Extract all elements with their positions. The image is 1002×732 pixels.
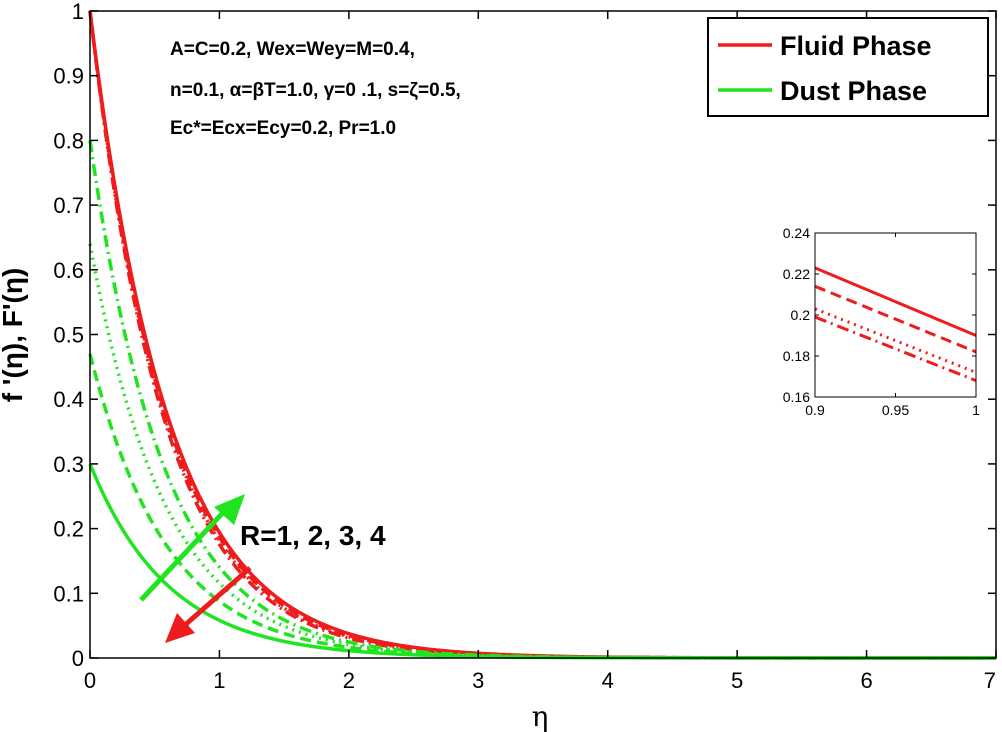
y-axis-label: f '(η), F'(η) xyxy=(0,268,28,403)
fluid-trend-arrowhead xyxy=(165,613,195,643)
y-tick-label: 0.5 xyxy=(53,323,84,348)
r-annotation: R=1, 2, 3, 4 xyxy=(139,494,386,643)
inset-curve-2 xyxy=(814,284,977,354)
inset-y-tick-label: 0.22 xyxy=(783,266,810,282)
x-tick-label: 0 xyxy=(84,668,96,693)
legend: Fluid Phase Dust Phase xyxy=(707,17,989,117)
y-tick-label: 0.3 xyxy=(53,452,84,477)
x-tick-label: 1 xyxy=(213,668,225,693)
dust-curve-1 xyxy=(88,463,996,660)
inset-y-tick-label: 0.16 xyxy=(783,389,810,405)
fluid-trend-arrow xyxy=(175,566,252,634)
inset-plot: 0.9 0.95 1 0.16 0.18 0.2 0.22 0.24 xyxy=(783,225,980,418)
legend-label-fluid: Fluid Phase xyxy=(780,31,932,61)
y-tick-label: 0.8 xyxy=(53,128,84,153)
y-tick-label: 0 xyxy=(72,646,84,671)
inset-x-tick-label: 1 xyxy=(972,402,980,418)
inset-y-tick-label: 0.18 xyxy=(783,348,810,364)
dust-trend-arrowhead xyxy=(214,494,245,525)
inset-y-tick-label: 0.24 xyxy=(783,225,810,241)
parameter-line-1: A=C=0.2, Wex=Wey=M=0.4, xyxy=(170,39,415,60)
inset-y-tick-label: 0.2 xyxy=(791,307,811,323)
y-tick-label: 0.7 xyxy=(53,193,84,218)
x-tick-label: 6 xyxy=(860,668,872,693)
y-tick-label: 0.2 xyxy=(53,517,84,542)
parameter-line-2: n=0.1, α=βT=1.0, γ=0 .1, s=ζ=0.5, xyxy=(170,80,461,101)
y-tick-label: 0.9 xyxy=(53,64,84,89)
y-tick-label: 1 xyxy=(72,0,84,24)
x-axis-label: η xyxy=(532,700,549,732)
x-tick-label: 2 xyxy=(343,668,355,693)
x-tick-label: 7 xyxy=(984,668,996,693)
dust-curve-4 xyxy=(88,140,996,660)
main-axes: 0 1 2 3 4 5 6 7 0 0.1 0.2 0.3 0.4 0.5 0.6 0.7 0.8 0.9 1 xyxy=(53,0,997,693)
r-values-label: R=1, 2, 3, 4 xyxy=(240,520,386,551)
inset-curve-3 xyxy=(814,307,977,374)
y-tick-label: 0.4 xyxy=(53,387,84,412)
legend-label-dust: Dust Phase xyxy=(780,76,927,106)
legend-box xyxy=(707,17,989,117)
inset-x-tick-label: 0.9 xyxy=(805,402,825,418)
parameter-line-3: Ec*=Ecx=Ecy=0.2, Pr=1.0 xyxy=(170,118,396,139)
y-tick-label: 0.1 xyxy=(53,581,84,606)
x-tick-label: 4 xyxy=(602,668,614,693)
inset-curve-4 xyxy=(814,315,977,382)
parameter-annotation: A=C=0.2, Wex=Wey=M=0.4, n=0.1, α=βT=1.0,… xyxy=(170,39,461,139)
y-tick-label: 0.6 xyxy=(53,258,84,283)
x-tick-label: 5 xyxy=(731,668,743,693)
inset-x-tick-label: 0.95 xyxy=(882,402,909,418)
x-tick-label: 3 xyxy=(472,668,484,693)
dust-trend-arrow xyxy=(139,501,234,602)
inset-curve-1 xyxy=(814,266,977,337)
